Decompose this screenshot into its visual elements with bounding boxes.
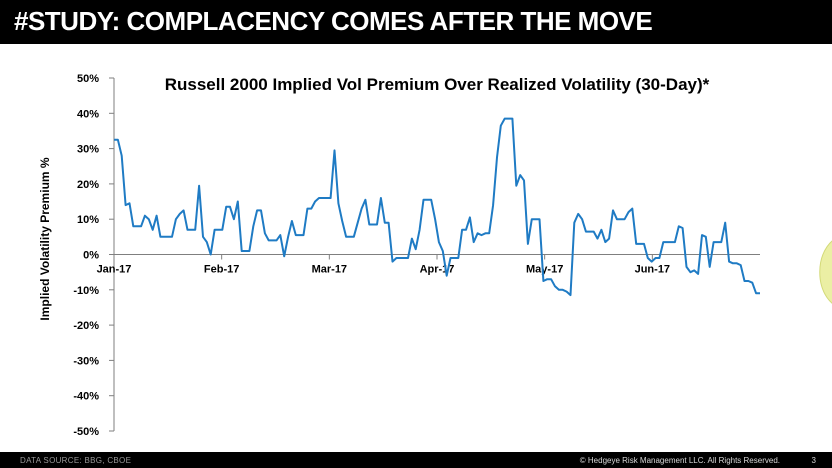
x-tick-label: Mar-17 <box>312 264 347 276</box>
x-tick-label: Jan-17 <box>97 264 132 276</box>
y-tick-label: -40% <box>73 391 99 403</box>
y-tick-label: 0% <box>83 250 99 262</box>
y-tick-label: 10% <box>77 214 99 226</box>
footer-bar: DATA SOURCE: BBG, CBOE © Hedgeye Risk Ma… <box>0 452 832 468</box>
y-tick-label: -20% <box>73 320 99 332</box>
y-tick-label: -10% <box>73 285 99 297</box>
chart-container: 50% 40% 30% 20% 10% 0% -10% -20% -30% -40% -50% Jan… <box>0 44 832 452</box>
y-tick-label: 20% <box>77 179 99 191</box>
x-tick-label: Feb-17 <box>204 264 239 276</box>
page-title: #STUDY: COMPLACENCY COMES AFTER THE MOVE <box>14 6 653 36</box>
series-line <box>114 117 760 297</box>
y-tick-label: -50% <box>73 426 99 438</box>
x-tick-label: Jun-17 <box>635 264 670 276</box>
page-number: 3 <box>811 456 816 465</box>
y-tick-label: 40% <box>77 108 99 120</box>
highlight-ellipse <box>819 240 832 304</box>
header-bar: #STUDY: COMPLACENCY COMES AFTER THE MOVE <box>0 0 832 44</box>
y-tick-label: 50% <box>77 73 99 85</box>
data-source-note: DATA SOURCE: BBG, CBOE <box>20 456 132 465</box>
x-tick-label: May-17 <box>526 264 563 276</box>
y-tick-label: 30% <box>77 144 99 156</box>
y-tick-label: -30% <box>73 355 99 367</box>
y-axis-label: Implied Volatility Premium % <box>38 157 52 320</box>
chart-title: Russell 2000 Implied Vol Premium Over Re… <box>165 75 710 94</box>
copyright-note: © Hedgeye Risk Management LLC. All Right… <box>579 456 780 465</box>
vol-premium-chart: 50% 40% 30% 20% 10% 0% -10% -20% -30% -40% -50% Jan… <box>38 73 832 438</box>
